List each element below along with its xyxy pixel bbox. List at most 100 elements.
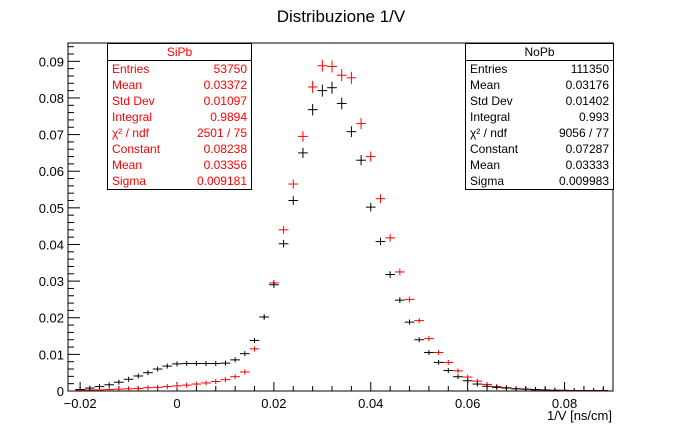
stats-label: Mean (112, 158, 143, 172)
x-tick-label: 0.02 (261, 396, 286, 411)
data-point (239, 369, 250, 375)
x-tick-label: 0 (173, 396, 180, 411)
data-point (424, 336, 434, 342)
y-tick-label: 0.03 (39, 274, 64, 289)
stats-label: Std Dev (470, 94, 513, 108)
data-point (307, 103, 318, 116)
stats-box-sipb: SiPb Entries 53750 Mean 0.03372 Std Dev 0.0… (107, 43, 252, 190)
stats-row: Integral 0.9894 (108, 109, 251, 125)
data-point (210, 378, 221, 384)
stats-row: χ² / ndf 2501 / 75 (108, 125, 251, 141)
chart-title: Distribuzione 1/V (277, 7, 406, 26)
data-point (346, 71, 357, 84)
stats-row: χ² / ndf 9056 / 77 (466, 125, 613, 141)
data-point (114, 386, 124, 391)
data-point (375, 237, 386, 246)
stats-row: Integral 0.993 (466, 109, 613, 125)
stats-row: Mean 0.03356 (108, 157, 251, 173)
data-point (433, 350, 444, 356)
stats-value: 0.03333 (565, 158, 609, 172)
data-point (298, 131, 308, 142)
data-point (336, 97, 347, 110)
data-point (511, 386, 521, 391)
data-point (588, 388, 599, 392)
stats-value: 0.993 (578, 110, 609, 124)
data-point (375, 194, 386, 204)
plot-frame (67, 42, 614, 392)
data-point (336, 69, 347, 82)
data-point (356, 155, 366, 166)
stats-row: Entries 111350 (466, 61, 613, 77)
data-point (191, 361, 202, 367)
data-point (453, 374, 463, 380)
stats-value: 0.07287 (565, 142, 609, 156)
data-point (346, 126, 357, 138)
data-point (259, 314, 270, 320)
data-point (482, 383, 492, 389)
data-point (501, 385, 512, 391)
stats-value: 2501 / 75 (196, 126, 247, 140)
stats-row: Mean 0.03333 (466, 157, 613, 173)
stats-value: 0.03356 (203, 158, 247, 172)
stats-value: 0.01402 (565, 94, 609, 108)
data-point (84, 385, 95, 391)
data-point (230, 374, 240, 380)
data-point (172, 361, 182, 367)
data-point (540, 387, 551, 391)
data-point (278, 240, 289, 248)
data-point (395, 297, 405, 304)
stats-value: 9056 / 77 (558, 126, 609, 140)
stats-row: Sigma 0.009181 (108, 173, 251, 189)
data-point (307, 80, 318, 93)
data-point (491, 384, 502, 390)
stats-row: Std Dev 0.01402 (466, 93, 613, 109)
stats-box-title: NoPb (466, 44, 613, 61)
data-point (143, 385, 153, 391)
data-point (433, 359, 444, 365)
x-axis-label: 1/V [ns/cm] (547, 408, 612, 423)
data-point (298, 147, 308, 158)
data-point (462, 378, 473, 384)
data-point (123, 386, 134, 391)
data-point (365, 151, 376, 162)
data-point (133, 385, 144, 391)
data-point (162, 363, 173, 369)
x-tick-label: 0.04 (358, 396, 383, 411)
data-point (453, 368, 463, 374)
stats-label: χ² / ndf (470, 126, 507, 140)
data-point (249, 337, 260, 343)
stats-value: 0.01097 (203, 94, 247, 108)
data-point (559, 387, 570, 391)
data-point (288, 179, 299, 189)
data-point (443, 367, 454, 373)
y-tick-label: 0 (57, 384, 64, 399)
stats-label: Sigma (112, 174, 147, 188)
y-tick-label: 0.06 (39, 164, 64, 179)
axis-ticks: −0.02 0 0.02 0.04 0.06 0.0800.010.020.030.040… (39, 46, 604, 411)
x-tick-label: −0.02 (64, 396, 97, 411)
data-point (201, 361, 211, 367)
y-tick-label: 0.09 (39, 54, 64, 69)
data-point (472, 381, 483, 387)
data-point (181, 382, 192, 388)
data-point (143, 370, 153, 376)
data-point (317, 84, 328, 97)
data-point (220, 377, 231, 383)
data-series (75, 59, 609, 392)
data-point (327, 60, 337, 73)
data-point (404, 319, 415, 325)
data-point (172, 383, 182, 389)
data-point (162, 384, 173, 390)
stats-row: Mean 0.03176 (466, 77, 613, 93)
y-tick-label: 0.02 (39, 311, 64, 326)
data-point (75, 387, 85, 391)
stats-row: Std Dev 0.01097 (108, 93, 251, 109)
data-point (123, 376, 134, 382)
stats-label: Integral (470, 110, 511, 124)
data-point (152, 366, 163, 372)
stats-label: Constant (470, 142, 519, 156)
data-point (550, 387, 560, 391)
stats-label: χ² / ndf (112, 126, 149, 140)
stats-label: Entries (470, 62, 508, 76)
